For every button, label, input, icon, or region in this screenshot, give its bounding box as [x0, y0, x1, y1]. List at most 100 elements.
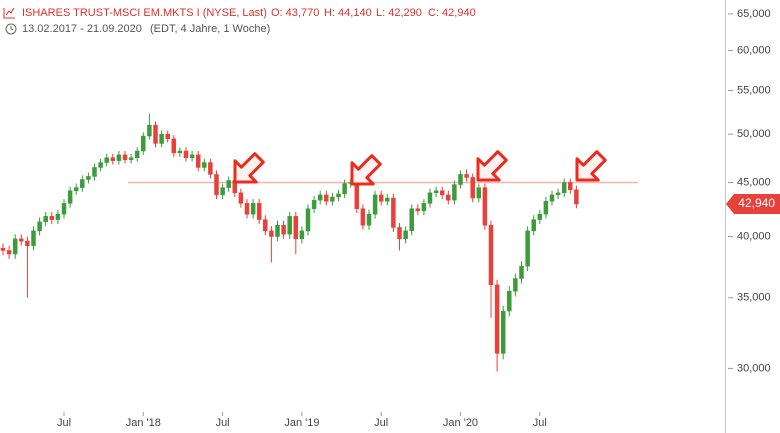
date-range: 13.02.2017 - 21.09.2020 [22, 23, 142, 35]
x-tick-label: Jan '18 [126, 417, 161, 429]
candle-body [55, 213, 61, 220]
candle-body [470, 177, 475, 199]
y-tick-label: 60,000 [737, 45, 771, 57]
candle-body [202, 162, 207, 168]
candle-body [25, 240, 30, 247]
plot-area: 30,000 35,000 40,000 45,000 50,000 55,000 60,0… [0, 8, 780, 429]
candle-body [122, 154, 128, 160]
candle-body [12, 238, 18, 255]
candle-body [391, 197, 396, 228]
candle-body [177, 150, 183, 154]
candle-body [372, 194, 378, 215]
candle-body [537, 213, 543, 220]
x-tick-label: Jan '19 [284, 417, 319, 429]
y-tick-label: 50,000 [737, 128, 771, 140]
candle-body [37, 221, 42, 232]
ohlc-close: C: 42,940 [428, 7, 476, 19]
candle-body [238, 192, 244, 204]
candle-body [98, 162, 103, 168]
candle-body [568, 182, 573, 190]
y-tick-label: 65,000 [737, 8, 771, 20]
candle-body [153, 124, 158, 144]
candle-body [275, 224, 280, 237]
candle-body [561, 182, 567, 194]
candle-body [482, 187, 488, 226]
candle-body [110, 157, 116, 161]
candle-body [574, 189, 579, 205]
candle-body [73, 187, 79, 191]
candle-body [317, 194, 323, 201]
candle-body [214, 174, 219, 196]
candle-body [452, 184, 457, 201]
x-tick-label: Jul [533, 417, 547, 429]
candle-body [189, 154, 195, 158]
candle-body [263, 219, 268, 232]
candle-body [6, 250, 12, 255]
x-tick-label: Jul [374, 417, 388, 429]
candle-body [19, 238, 24, 242]
candle-body [92, 167, 97, 177]
candle-body [281, 224, 286, 235]
candle-body [336, 193, 341, 198]
candle-body [397, 227, 402, 240]
candle-body [415, 208, 421, 212]
candle-body [165, 133, 170, 140]
candle-body [0, 247, 6, 251]
candle-body [366, 213, 372, 226]
candle-body [311, 199, 317, 209]
ohlc-high: H: 44,140 [324, 7, 372, 19]
y-tick-label: 35,000 [737, 292, 771, 304]
candle-body [141, 135, 146, 152]
candle-body [116, 154, 122, 161]
candle-body [43, 216, 48, 223]
candle-body [208, 162, 213, 175]
candle-body [256, 203, 262, 220]
candle-body [531, 219, 536, 232]
candle-body [433, 190, 439, 194]
candle-body [427, 192, 433, 204]
candle-body [305, 208, 311, 232]
chart-title: ISHARES TRUST-MSCI EM.MKTS I (NYSE, Last… [22, 7, 267, 19]
candle-body [543, 200, 549, 215]
candle-body [409, 208, 414, 232]
candle-body [555, 192, 561, 196]
candle-body [525, 230, 530, 267]
candle-body [49, 216, 55, 220]
candle-body [494, 284, 500, 354]
candle-body [269, 230, 274, 237]
candle-body [293, 216, 299, 240]
candle-body [488, 224, 494, 286]
candle-body [104, 157, 109, 163]
candle-body [354, 182, 360, 209]
candle-body [330, 196, 335, 202]
candle-body [360, 208, 366, 226]
candle-body [513, 278, 518, 292]
candle-body [342, 183, 347, 195]
candle-body [128, 157, 134, 160]
candle-body [31, 230, 36, 247]
last-price-label: 42,940 [738, 196, 775, 210]
candle-body [171, 138, 177, 154]
x-tick-label: Jan '20 [443, 417, 478, 429]
candle-body [299, 230, 305, 240]
candle-body [86, 176, 91, 180]
ohlc-open: O: 43,770 [271, 7, 319, 19]
candle-body [287, 216, 292, 235]
x-tick-label: Jul [216, 417, 230, 429]
candle-body [458, 174, 463, 185]
ohlc-low: L: 42,290 [376, 7, 422, 19]
candle-body [244, 203, 250, 215]
y-tick-label: 30,000 [737, 362, 771, 374]
candle-body [67, 190, 73, 204]
candle-body [421, 203, 427, 212]
candle-body [226, 180, 231, 188]
candle-body [507, 290, 512, 312]
candle-body [324, 194, 329, 202]
candle-body [134, 150, 140, 158]
candle-body [195, 154, 201, 168]
candle-body [403, 230, 408, 240]
chart-icon [3, 7, 15, 19]
candle-body [80, 179, 85, 188]
